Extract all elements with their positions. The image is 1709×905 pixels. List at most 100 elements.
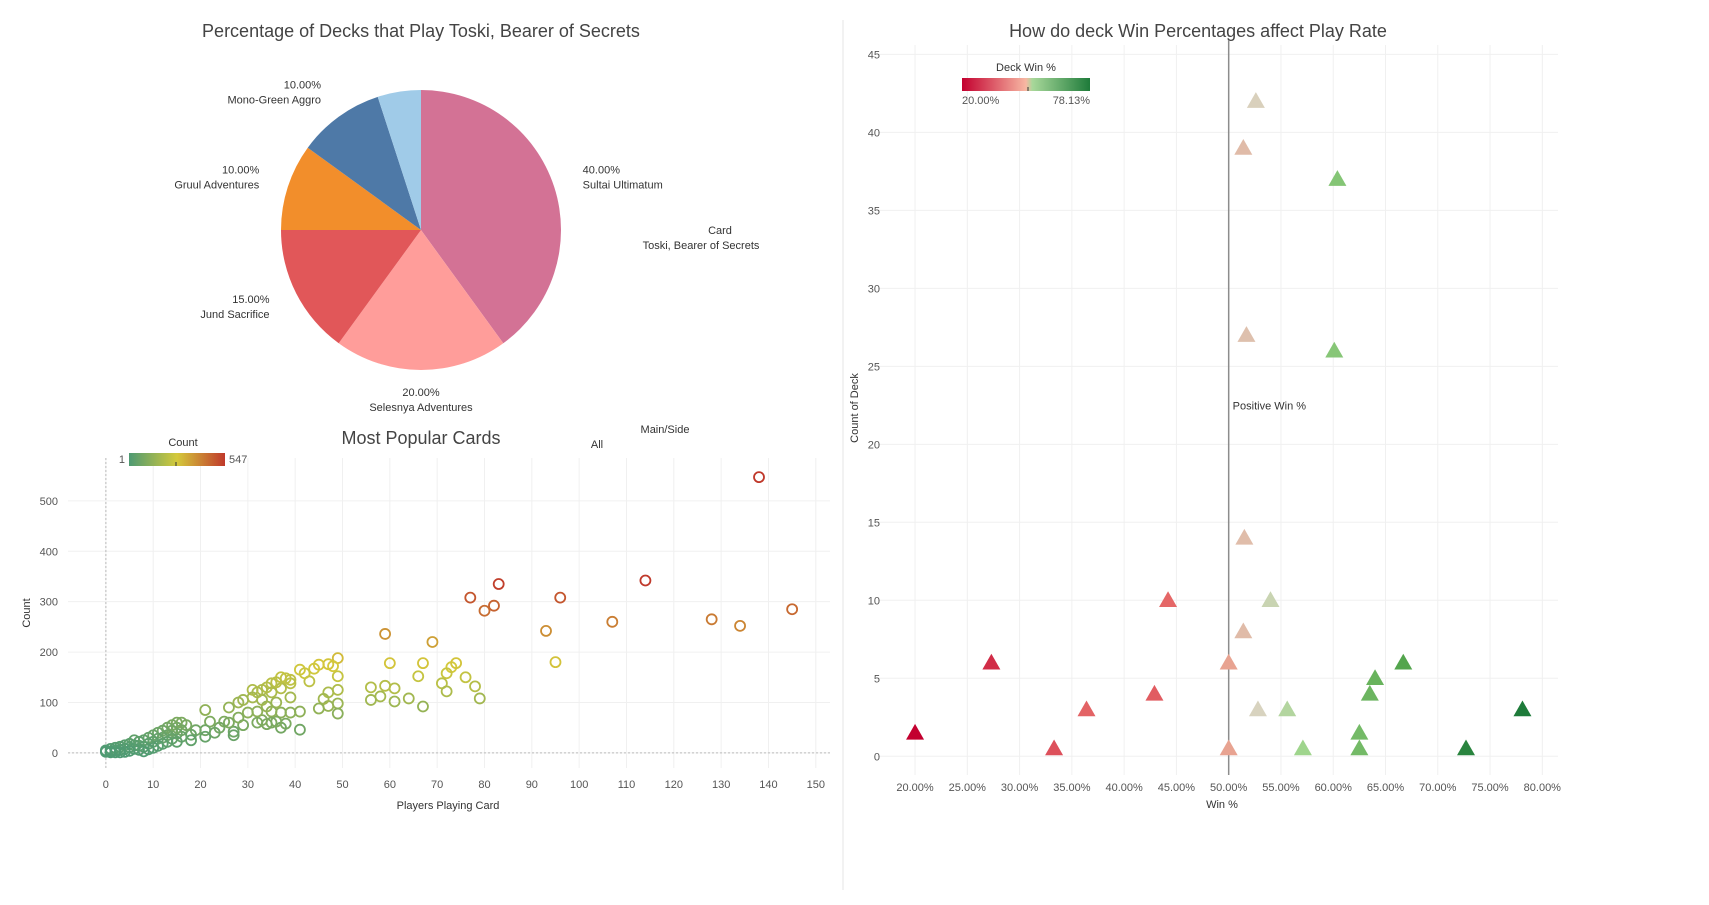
main-side-filter-value[interactable]: All	[591, 439, 603, 451]
deck-point[interactable]	[1293, 739, 1312, 756]
card-point[interactable]	[473, 692, 486, 705]
deck-point[interactable]	[1394, 653, 1413, 670]
card-point[interactable]	[402, 692, 415, 705]
card-point[interactable]	[312, 702, 325, 715]
card-point[interactable]	[374, 690, 387, 703]
card-point[interactable]	[294, 723, 306, 736]
pie-slice[interactable]	[377, 90, 421, 230]
card-point[interactable]	[734, 619, 746, 632]
card-point[interactable]	[251, 716, 264, 729]
card-point[interactable]	[223, 701, 235, 714]
card-point[interactable]	[294, 663, 306, 676]
card-point[interactable]	[464, 591, 477, 604]
card-point[interactable]	[204, 715, 216, 728]
deck-win-legend-min: 20.00%	[962, 95, 1000, 107]
deck-point[interactable]	[1278, 700, 1297, 717]
card-point[interactable]	[246, 683, 259, 696]
card-point[interactable]	[478, 604, 491, 617]
deck-point[interactable]	[906, 723, 925, 740]
deck-point[interactable]	[1234, 138, 1253, 155]
card-point[interactable]	[379, 679, 392, 692]
card-point[interactable]	[450, 657, 462, 670]
card-point[interactable]	[241, 706, 254, 719]
card-point[interactable]	[440, 685, 453, 698]
card-point[interactable]	[379, 628, 392, 640]
card-point[interactable]	[786, 603, 799, 616]
deck-point[interactable]	[1237, 326, 1256, 342]
pie-slice[interactable]	[338, 230, 504, 371]
card-point[interactable]	[440, 667, 453, 680]
deck-point[interactable]	[1350, 739, 1369, 756]
deck-point[interactable]	[1246, 92, 1265, 108]
deck-point[interactable]	[1366, 669, 1385, 686]
deck-point[interactable]	[1328, 170, 1347, 186]
deck-point[interactable]	[1077, 700, 1096, 717]
card-point[interactable]	[753, 471, 765, 484]
card-point[interactable]	[99, 745, 112, 758]
card-point[interactable]	[417, 700, 429, 713]
x-tick-label: 20	[194, 779, 206, 791]
deck-point[interactable]	[1261, 591, 1280, 608]
card-point[interactable]	[251, 705, 264, 718]
card-point[interactable]	[492, 578, 505, 590]
card-point[interactable]	[331, 707, 344, 720]
card-point[interactable]	[279, 672, 292, 685]
card-point[interactable]	[199, 704, 212, 716]
card-point[interactable]	[639, 574, 652, 587]
card-point[interactable]	[227, 729, 240, 742]
card-point[interactable]	[227, 725, 240, 738]
card-point[interactable]	[365, 681, 377, 694]
deck-point[interactable]	[1457, 739, 1475, 756]
card-point[interactable]	[488, 599, 500, 612]
card-point[interactable]	[284, 691, 297, 704]
deck-point[interactable]	[1234, 622, 1253, 639]
pie-slice[interactable]	[307, 96, 421, 231]
x-tick-label: 80.00%	[1524, 782, 1562, 794]
card-point[interactable]	[232, 696, 245, 709]
deck-point[interactable]	[982, 653, 1001, 670]
card-point[interactable]	[199, 730, 212, 743]
card-point[interactable]	[331, 697, 344, 710]
pie-slice[interactable]	[421, 90, 561, 344]
card-point[interactable]	[549, 656, 562, 669]
x-tick-label: 110	[618, 779, 636, 791]
card-point[interactable]	[365, 694, 377, 706]
deck-point[interactable]	[1219, 653, 1238, 670]
x-tick-label: 0	[103, 779, 109, 791]
deck-point[interactable]	[1248, 700, 1267, 717]
deck-point[interactable]	[1159, 591, 1178, 608]
card-point[interactable]	[388, 682, 401, 695]
card-point[interactable]	[459, 671, 472, 684]
card-point[interactable]	[270, 696, 283, 709]
deck-point[interactable]	[1360, 684, 1379, 701]
deck-point[interactable]	[1513, 700, 1532, 717]
card-point[interactable]	[383, 657, 396, 670]
deck-point[interactable]	[1145, 684, 1164, 701]
card-point[interactable]	[294, 705, 306, 718]
deck-point[interactable]	[1325, 341, 1344, 358]
deck-point[interactable]	[1235, 528, 1254, 545]
deck-point[interactable]	[1045, 739, 1064, 756]
card-point[interactable]	[270, 676, 283, 689]
card-point[interactable]	[540, 624, 552, 637]
card-point[interactable]	[426, 636, 439, 648]
card-point[interactable]	[554, 591, 567, 604]
card-point[interactable]	[388, 695, 401, 708]
card-point[interactable]	[412, 670, 425, 683]
card-point[interactable]	[284, 706, 297, 719]
deck-point[interactable]	[1350, 723, 1369, 740]
pie-slice-name-label: Sultai Ultimatum	[583, 179, 663, 191]
card-point[interactable]	[469, 680, 481, 693]
card-point[interactable]	[705, 613, 718, 626]
deck-point[interactable]	[1219, 739, 1238, 756]
card-point[interactable]	[317, 693, 330, 705]
card-point[interactable]	[417, 657, 429, 670]
pie-slice[interactable]	[281, 147, 421, 230]
card-point[interactable]	[232, 711, 245, 724]
card-point[interactable]	[331, 683, 344, 696]
card-point[interactable]	[606, 615, 619, 628]
card-point[interactable]	[331, 670, 344, 683]
card-point[interactable]	[223, 716, 235, 729]
card-point[interactable]	[308, 662, 321, 675]
pie-slice[interactable]	[281, 230, 421, 344]
